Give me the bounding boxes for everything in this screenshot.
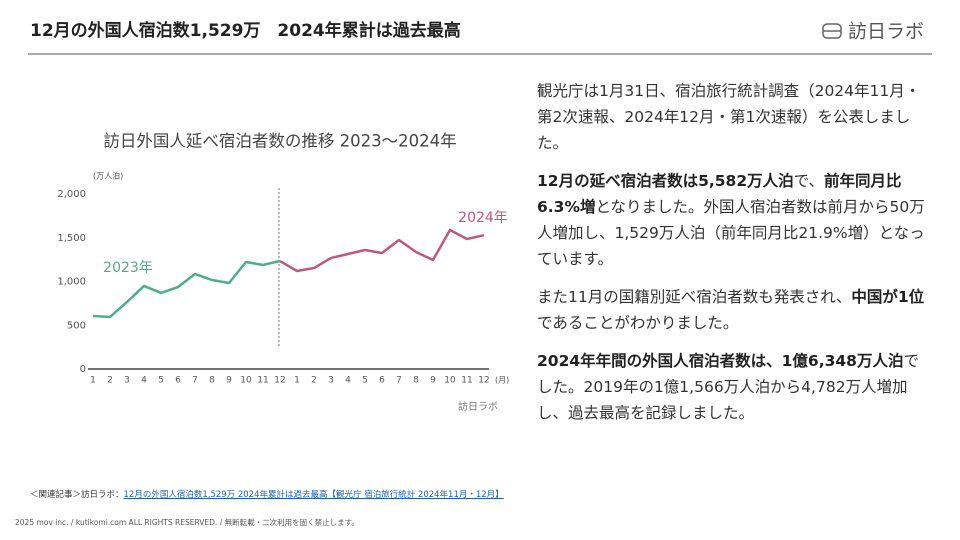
x-tick-label: 1	[90, 376, 96, 386]
paragraph: 2024年年間の外国人宿泊者数は、1億6,348万人泊でした。2019年の1億1…	[537, 348, 925, 426]
x-tick-label: 1	[294, 376, 300, 386]
text: 観光庁は1月31日、宿泊旅行統計調査（2024年11月・第2次速報、2024年1…	[537, 82, 921, 152]
x-tick-label: 4	[141, 376, 147, 386]
y-tick-label: 1,000	[57, 277, 86, 288]
text: また11月の国籍別延べ宿泊者数も発表され、	[537, 288, 852, 306]
x-tick-label: 4	[345, 376, 351, 386]
series-line	[92, 259, 281, 319]
paragraph: 観光庁は1月31日、宿泊旅行統計調査（2024年11月・第2次速報、2024年1…	[537, 78, 925, 156]
series-line	[279, 228, 485, 273]
x-tick-label: 3	[328, 376, 334, 386]
x-tick-label: 12	[274, 376, 285, 386]
bold-text: 2024年年間の外国人宿泊者数は、1億6,348万人泊	[537, 352, 904, 370]
x-tick-label: 2	[107, 376, 113, 386]
y-tick-label: 0	[80, 364, 86, 375]
paragraph: 12月の延べ宿泊者数は5,582万人泊で、前年同月比6.3%増となりました。外国…	[537, 168, 925, 272]
x-tick-label: 11	[461, 376, 472, 386]
header-title: 12月の外国人宿泊数1,529万 2024年累計は過去最高	[30, 20, 461, 41]
x-tick-label: 9	[226, 376, 232, 386]
x-tick-label: 10	[444, 376, 456, 386]
series-label: 2024年	[458, 210, 508, 226]
x-tick-label: 3	[124, 376, 130, 386]
text: であることがわかりました。	[537, 314, 739, 332]
x-tick-label: 9	[430, 376, 436, 386]
y-tick-label: 1,500	[57, 233, 86, 244]
chart-logo: 訪日ラボ	[458, 400, 498, 413]
x-tick-label: 5	[158, 376, 164, 386]
x-tick-label: 8	[413, 376, 419, 386]
series-label: 2023年	[103, 260, 153, 276]
x-tick-label: 2	[311, 376, 317, 386]
body-text: 観光庁は1月31日、宿泊旅行統計調査（2024年11月・第2次速報、2024年1…	[537, 78, 925, 438]
x-tick-label: 7	[396, 376, 402, 386]
x-tick-label: 5	[362, 376, 368, 386]
text: で、	[793, 172, 824, 190]
x-tick-label: 10	[240, 376, 252, 386]
header-logo: 訪日ラボ	[848, 21, 924, 43]
y-tick-label: 500	[67, 320, 86, 331]
x-tick-label: 7	[192, 376, 198, 386]
x-axis-label: (月)	[495, 376, 509, 385]
y-tick-label: 2,000	[57, 189, 86, 200]
paragraph: また11月の国籍別延べ宿泊者数も発表され、中国が1位であることがわかりました。	[537, 284, 925, 336]
copyright: 2025 mov inc. / kutikomi.com ALL RIGHTS …	[15, 518, 359, 527]
x-tick-label: 12	[478, 376, 489, 386]
text: でした。2019年の1億1,566万人泊から4,782万人増加し、過去最高を記録…	[537, 352, 919, 422]
x-tick-label: 11	[257, 376, 268, 386]
related-link[interactable]: 12月の外国人宿泊数1,529万 2024年累計は過去最高【観光庁 宿泊旅行統計…	[123, 490, 504, 500]
bold-text: 前年同月比6.3%増	[537, 172, 902, 216]
text: となりました。外国人宿泊者数は前月から50万人増加し、1,529万人泊（前年同月…	[537, 198, 925, 268]
x-tick-label: 8	[209, 376, 215, 386]
x-tick-label: 6	[175, 376, 181, 386]
bold-text: 12月の延べ宿泊者数は5,582万人泊	[537, 172, 794, 190]
y-axis-label: (万人泊)	[93, 171, 123, 181]
bold-text: 中国が1位	[851, 288, 925, 306]
related: ＜関連記事＞訪日ラボ：12月の外国人宿泊数1,529万 2024年累計は過去最高…	[30, 488, 504, 500]
x-tick-label: 6	[379, 376, 385, 386]
chart-title: 訪日外国人延べ宿泊者数の推移 2023〜2024年	[103, 132, 456, 151]
related-prefix: ＜関連記事＞訪日ラボ：	[30, 490, 124, 500]
